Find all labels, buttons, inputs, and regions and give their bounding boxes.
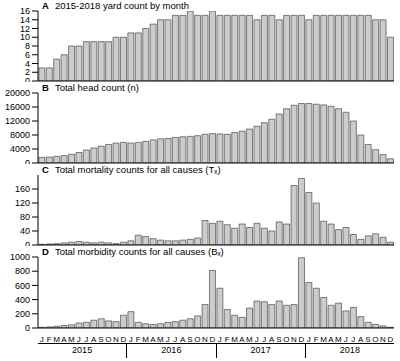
svg-text:10: 10 <box>20 32 30 42</box>
svg-text:4000: 4000 <box>10 144 30 154</box>
svg-text:D: D <box>120 335 126 342</box>
svg-text:O: O <box>194 335 200 342</box>
svg-text:J: J <box>218 335 222 342</box>
svg-text:M: M <box>157 335 164 342</box>
svg-text:80: 80 <box>20 212 30 222</box>
svg-text:J: J <box>77 335 81 342</box>
svg-text:J: J <box>344 335 348 342</box>
svg-text:N: N <box>291 335 297 342</box>
svg-text:S: S <box>276 335 281 342</box>
html-text:Total morbidity counts for all: Total morbidity counts for all causes (B… <box>54 246 224 257</box>
svg-text:8: 8 <box>25 41 30 51</box>
svg-text:A: A <box>150 335 156 342</box>
html-text:2016: 2016 <box>161 345 182 355</box>
svg-text:J: J <box>129 335 133 342</box>
svg-text:J: J <box>40 335 44 342</box>
svg-text:S: S <box>98 335 103 342</box>
svg-text:J: J <box>84 335 88 342</box>
html-text:2018: 2018 <box>339 345 360 355</box>
svg-text:400: 400 <box>15 295 30 305</box>
svg-text:A: A <box>61 335 67 342</box>
svg-text:40: 40 <box>20 226 30 236</box>
svg-text:D: D <box>387 335 392 342</box>
html-text:2017: 2017 <box>250 345 271 355</box>
html-text:D: D <box>42 246 49 257</box>
svg-text:1000: 1000 <box>10 252 30 262</box>
svg-text:F: F <box>136 335 141 342</box>
svg-text:600: 600 <box>15 281 30 291</box>
html-text:2015-2018 yard count by month: 2015-2018 yard count by month <box>54 0 189 11</box>
svg-text:2: 2 <box>25 67 30 77</box>
svg-text:16: 16 <box>20 6 30 16</box>
svg-text:12: 12 <box>20 24 30 34</box>
svg-text:J: J <box>173 335 177 342</box>
svg-text:J: J <box>255 335 259 342</box>
svg-text:0: 0 <box>25 323 30 333</box>
svg-text:M: M <box>320 335 327 342</box>
svg-text:O: O <box>105 335 111 342</box>
svg-text:F: F <box>314 335 319 342</box>
svg-text:D: D <box>209 335 215 342</box>
svg-text:F: F <box>225 335 230 342</box>
svg-text:A: A <box>180 335 186 342</box>
svg-text:M: M <box>142 335 149 342</box>
svg-text:14: 14 <box>20 15 30 25</box>
svg-text:J: J <box>262 335 266 342</box>
svg-text:O: O <box>372 335 378 342</box>
svg-text:M: M <box>68 335 75 342</box>
svg-text:0: 0 <box>25 240 30 246</box>
svg-text:M: M <box>231 335 238 342</box>
html-text:Total head count (n): Total head count (n) <box>54 82 139 93</box>
svg-text:M: M <box>246 335 253 342</box>
html-text:A: A <box>42 0 49 11</box>
svg-text:S: S <box>365 335 370 342</box>
html-text:C: C <box>42 164 49 175</box>
svg-text:J: J <box>307 335 311 342</box>
svg-text:0: 0 <box>25 158 30 164</box>
svg-text:N: N <box>380 335 386 342</box>
svg-text:20000: 20000 <box>8 88 30 98</box>
html-text:B: B <box>42 82 49 93</box>
svg-text:A: A <box>328 335 334 342</box>
html-text:Total mortality counts for all: Total mortality counts for all causes (T… <box>54 164 221 175</box>
svg-text:160: 160 <box>15 184 30 194</box>
svg-text:A: A <box>239 335 245 342</box>
svg-text:6: 6 <box>25 50 30 60</box>
svg-text:A: A <box>358 335 364 342</box>
svg-text:200: 200 <box>15 309 30 319</box>
svg-text:O: O <box>283 335 289 342</box>
svg-text:S: S <box>187 335 192 342</box>
svg-text:F: F <box>47 335 52 342</box>
svg-text:120: 120 <box>15 198 30 208</box>
svg-text:J: J <box>166 335 170 342</box>
svg-text:N: N <box>202 335 208 342</box>
svg-text:M: M <box>335 335 342 342</box>
svg-text:J: J <box>351 335 355 342</box>
svg-text:N: N <box>113 335 119 342</box>
svg-text:M: M <box>53 335 60 342</box>
svg-text:4: 4 <box>25 59 30 69</box>
svg-text:8000: 8000 <box>10 130 30 140</box>
svg-text:800: 800 <box>15 266 30 276</box>
svg-text:A: A <box>91 335 97 342</box>
svg-text:D: D <box>298 335 304 342</box>
svg-text:A: A <box>269 335 275 342</box>
svg-text:12000: 12000 <box>8 116 30 126</box>
html-text:2015: 2015 <box>72 345 93 355</box>
svg-text:16000: 16000 <box>8 102 30 112</box>
